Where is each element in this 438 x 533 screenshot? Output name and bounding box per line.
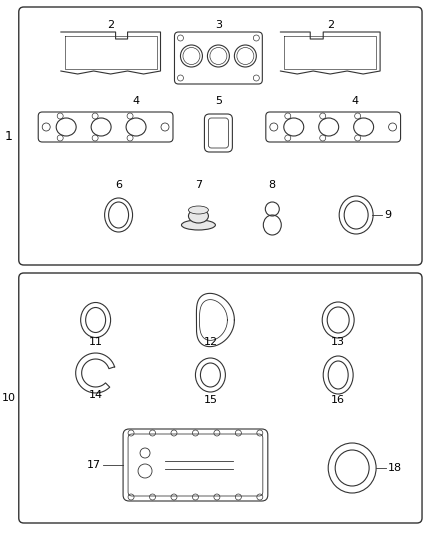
Text: 15: 15 [203,395,217,405]
Text: 7: 7 [195,180,202,190]
Ellipse shape [188,206,208,214]
Ellipse shape [181,220,215,230]
Text: 5: 5 [215,96,222,106]
Text: 2: 2 [327,20,334,30]
Text: 12: 12 [203,337,218,347]
Text: 18: 18 [388,463,402,473]
Text: 9: 9 [384,210,391,220]
Text: 13: 13 [331,337,345,347]
Text: 16: 16 [331,395,345,405]
Text: 1: 1 [5,130,13,142]
Text: 10: 10 [2,393,16,403]
Text: 14: 14 [88,390,102,400]
Text: 4: 4 [352,96,359,106]
Text: 4: 4 [132,96,139,106]
Text: 11: 11 [88,337,102,347]
Text: 8: 8 [269,180,276,190]
Ellipse shape [188,209,208,223]
Text: 2: 2 [107,20,114,30]
Text: 17: 17 [87,460,101,470]
Text: 3: 3 [215,20,222,30]
Text: 6: 6 [115,180,122,190]
